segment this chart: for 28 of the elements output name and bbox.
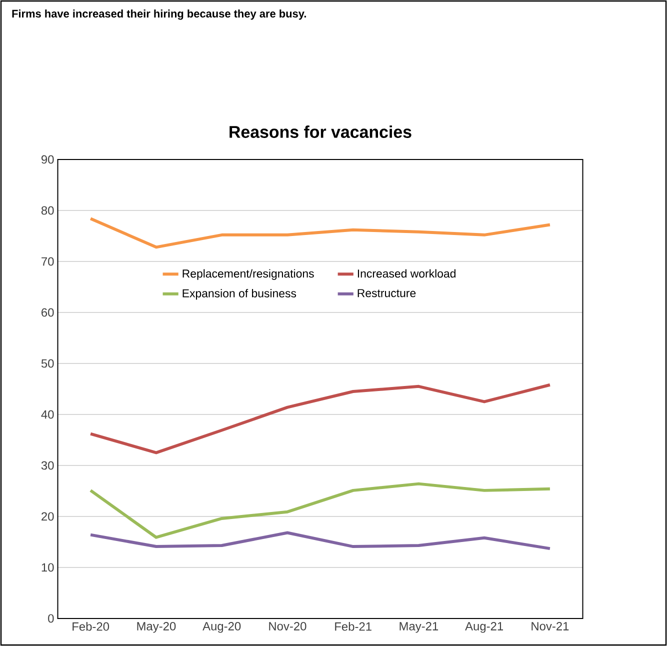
chart-subtitle: Firms have increased their hiring because they are busy. [12, 10, 306, 20]
y-tick-label: 50 [41, 359, 54, 368]
x-tick-label: Feb-21 [335, 622, 372, 631]
y-tick-label: 90 [42, 155, 54, 164]
line-series [89, 482, 552, 539]
x-tick-label: May-21 [400, 622, 438, 633]
x-tick-label: Feb-20 [72, 622, 110, 631]
line-series [89, 531, 552, 550]
legend-label: Replacement/resignations [182, 269, 314, 280]
chart-title: Reasons for vacancies [230, 126, 412, 138]
x-tick-label: Aug-20 [202, 622, 241, 633]
legend-label: Restructure [358, 289, 416, 298]
y-tick-label: 80 [41, 206, 54, 215]
y-tick-label: 40 [41, 410, 54, 419]
y-tick-label: 10 [42, 563, 54, 572]
y-tick-label: 20 [42, 512, 54, 521]
legend-label: Expansion of business [182, 288, 296, 300]
line-series [89, 383, 552, 454]
line-series [89, 217, 552, 249]
x-tick-label: Nov-20 [269, 622, 306, 630]
x-tick-label: Nov-21 [532, 622, 569, 630]
x-tick-label: May-20 [137, 622, 176, 633]
y-tick-label: 70 [42, 257, 54, 266]
y-tick-label: 0 [48, 614, 54, 623]
y-tick-label: 60 [42, 308, 54, 317]
x-tick-label: Aug-21 [465, 622, 504, 633]
y-tick-label: 30 [41, 461, 54, 470]
legend-label: Increased workload [358, 269, 456, 278]
